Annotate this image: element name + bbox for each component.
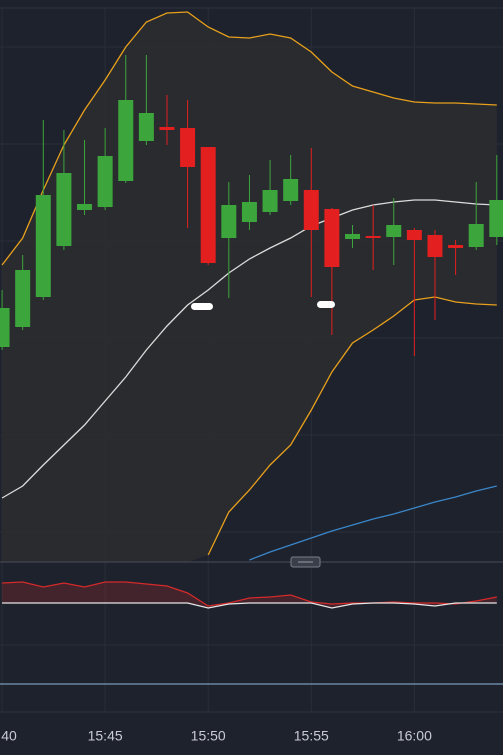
candle-body xyxy=(97,156,113,207)
lines xyxy=(1,11,497,609)
candle-body xyxy=(283,179,299,201)
candle-body xyxy=(406,230,422,240)
candle-body xyxy=(448,245,464,248)
candle-body xyxy=(241,202,257,222)
candle-body xyxy=(365,236,381,238)
candle-body xyxy=(15,270,31,327)
candle-body xyxy=(35,195,51,297)
candle-body xyxy=(489,200,503,237)
x-tick-label: 15:45 xyxy=(88,728,123,744)
x-tick-label: 15:55 xyxy=(294,728,329,744)
candle-body xyxy=(200,147,216,263)
candle-body xyxy=(221,205,237,238)
series-line xyxy=(2,602,497,609)
candle-body xyxy=(118,100,134,181)
x-tick-label: 15:50 xyxy=(191,728,226,744)
candle-body xyxy=(324,209,340,267)
candle-body xyxy=(427,235,443,257)
series-line xyxy=(207,296,497,556)
candle-body xyxy=(345,234,361,239)
oscillator-fill xyxy=(2,582,497,608)
candle-body xyxy=(303,190,319,230)
signal-marker xyxy=(191,303,213,310)
series-line xyxy=(2,581,497,607)
x-tick-label: 40 xyxy=(1,728,17,744)
series-line xyxy=(249,485,497,561)
candle-body xyxy=(180,128,196,167)
candle-body xyxy=(468,224,484,247)
x-tick-label: 16:00 xyxy=(397,728,432,744)
series-line xyxy=(1,199,497,499)
candles xyxy=(0,55,503,356)
candle-body xyxy=(56,173,72,246)
candle-body xyxy=(159,127,175,130)
candle-body xyxy=(138,113,154,141)
candle-body xyxy=(0,308,10,347)
candle-body xyxy=(386,225,402,237)
signal-marker xyxy=(317,301,335,308)
series-line xyxy=(1,11,497,266)
candle-body xyxy=(77,204,93,210)
candle-body xyxy=(262,190,278,212)
